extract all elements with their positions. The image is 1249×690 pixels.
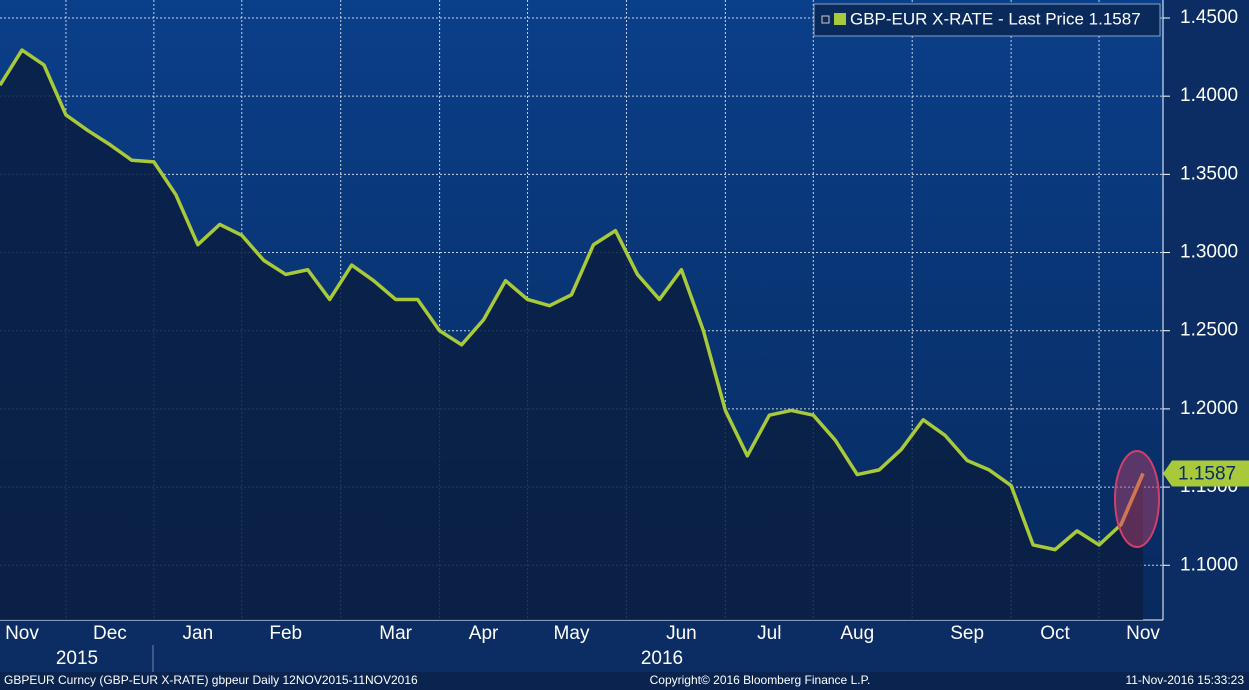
y-tick-label: 1.1000 [1180, 554, 1238, 575]
x-tick-label: Aug [840, 623, 874, 644]
footer-bar [0, 672, 1249, 690]
legend-toggle[interactable] [821, 15, 830, 24]
last-price-tag [1163, 460, 1249, 487]
x-tick-label: Jun [666, 623, 697, 644]
x-tick-label: Sep [950, 623, 984, 644]
footer-left: GBPEUR Curncy (GBP-EUR X-RATE) gbpeur Da… [4, 673, 418, 687]
y-tick-label: 1.2000 [1180, 398, 1238, 419]
x-tick-label: Nov [5, 623, 39, 644]
footer-right: 11-Nov-2016 15:33:23 [1125, 673, 1244, 687]
year-label: 2015 [56, 648, 98, 669]
legend-label: GBP-EUR X-RATE - Last Price 1.1587 [850, 9, 1141, 28]
x-tick-label: Mar [379, 623, 412, 644]
y-tick-label: 1.2500 [1180, 320, 1238, 341]
last-move [1119, 472, 1145, 526]
y-tick-label: 1.3500 [1180, 163, 1238, 184]
highlight-circle [1114, 450, 1160, 549]
x-tick-label: Nov [1126, 623, 1160, 644]
y-tick-label: 1.4500 [1180, 7, 1238, 28]
footer-center: Copyright© 2016 Bloomberg Finance L.P. [650, 673, 871, 687]
area [0, 50, 1143, 620]
last-price-label: 1.1587 [1178, 463, 1236, 484]
line [0, 48, 1145, 552]
x-tick-label: Jul [757, 623, 781, 644]
y-tick-label: 1.3000 [1180, 242, 1238, 263]
x-tick-label: Oct [1040, 623, 1070, 644]
x-tick-label: Jan [183, 623, 214, 644]
x-tick-label: May [554, 623, 590, 644]
legend [813, 3, 1161, 37]
year-label: 2016 [641, 648, 683, 669]
x-tick-label: Dec [93, 623, 127, 644]
x-tick-label: Feb [269, 623, 302, 644]
legend-swatch [834, 13, 846, 25]
y-tick-label: 1.4000 [1180, 85, 1238, 106]
x-tick-label: Apr [469, 623, 499, 644]
